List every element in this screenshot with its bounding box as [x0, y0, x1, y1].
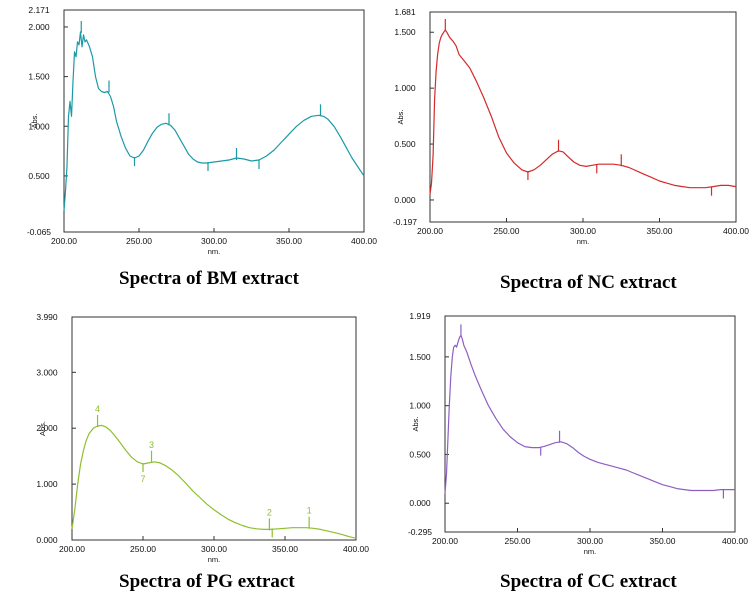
y-tick-label: 2.000 — [28, 22, 50, 32]
y-tick-label: -0.295 — [408, 527, 432, 537]
x-tick-label: 300.00 — [201, 544, 227, 554]
x-tick-label: 400.00 — [351, 236, 377, 246]
y-tick-label: 1.500 — [409, 352, 431, 362]
chart-cc-spectra: -0.295 0.000 0.500 1.000 1.500 1.919 200.00 250… — [408, 311, 748, 556]
peak-label: 1 — [307, 506, 312, 516]
caption-cc: Spectra of CC extract — [500, 571, 677, 592]
x-tick-label: 250.00 — [505, 536, 531, 546]
y-tick-label: 2.000 — [36, 423, 58, 433]
peak-label: 2 — [267, 507, 272, 517]
chart-bm-spectra: -0.065 0.500 1.000 1.500 2.000 2.171 200.00 250… — [27, 5, 377, 256]
y-tick-label: 1.000 — [409, 401, 431, 411]
x-tick-label: 300.00 — [201, 236, 227, 246]
x-tick-label: 200.00 — [51, 236, 77, 246]
y-axis-label: Abs. — [30, 113, 39, 128]
y-tick-label: -0.065 — [27, 227, 51, 237]
chart-pg-spectra: 0.000 1.000 2.000 3.000 3.990 200.00 250.00 300… — [36, 312, 369, 564]
y-tick-label: 1.000 — [28, 121, 50, 131]
x-tick-label: 250.00 — [494, 226, 520, 236]
x-tick-label: 200.00 — [417, 226, 443, 236]
y-tick-label: 3.990 — [36, 312, 58, 322]
spectrum-line — [444, 334, 735, 494]
x-tick-label: 250.00 — [130, 544, 156, 554]
x-axis-label: nm. — [584, 547, 597, 556]
y-tick-label: 1.500 — [28, 72, 50, 82]
spectrum-line — [71, 424, 357, 539]
y-tick-label: 0.000 — [409, 498, 431, 508]
y-tick-label: 1.681 — [394, 7, 416, 17]
x-axis-label: nm. — [208, 247, 221, 256]
y-tick-label: 1.919 — [409, 311, 431, 321]
x-tick-label: 300.00 — [570, 226, 596, 236]
plot-frame — [429, 11, 737, 223]
x-tick-label: 350.00 — [647, 226, 673, 236]
spectrum-line — [429, 29, 737, 195]
plot-frame — [63, 9, 365, 233]
x-axis-label: nm. — [577, 237, 590, 246]
caption-bm: Spectra of BM extract — [119, 268, 299, 289]
plot-frame — [71, 316, 357, 541]
peak-label: 4 — [95, 404, 100, 414]
y-tick-label: 1.000 — [36, 479, 58, 489]
x-tick-label: 350.00 — [650, 536, 676, 546]
caption-pg: Spectra of PG extract — [119, 571, 295, 592]
y-axis-label: Abs. — [411, 416, 420, 431]
x-tick-label: 350.00 — [276, 236, 302, 246]
y-tick-label: 0.500 — [394, 139, 416, 149]
x-tick-label: 400.00 — [343, 544, 369, 554]
x-tick-label: 200.00 — [432, 536, 458, 546]
y-tick-label: 2.171 — [28, 5, 50, 15]
y-tick-label: 0.500 — [28, 171, 50, 181]
y-axis-label: Abs. — [396, 109, 405, 124]
spectrum-line — [63, 31, 365, 211]
y-axis-label: Abs. — [38, 421, 47, 436]
x-tick-label: 400.00 — [723, 226, 749, 236]
x-tick-label: 350.00 — [272, 544, 298, 554]
y-tick-label: 0.000 — [394, 195, 416, 205]
valley-label: 7 — [140, 474, 145, 484]
x-axis-label: nm. — [208, 555, 221, 564]
caption-nc: Spectra of NC extract — [500, 272, 677, 293]
y-tick-label: 1.500 — [394, 27, 416, 37]
x-tick-label: 200.00 — [59, 544, 85, 554]
y-tick-label: 1.000 — [394, 83, 416, 93]
y-tick-label: 0.000 — [36, 535, 58, 545]
chart-nc-spectra: -0.197 0.000 0.500 1.000 1.500 1.681 200.00 250… — [393, 7, 749, 246]
x-tick-label: 250.00 — [126, 236, 152, 246]
y-tick-label: 0.500 — [409, 449, 431, 459]
x-tick-label: 400.00 — [722, 536, 748, 546]
y-tick-label: 3.000 — [36, 367, 58, 377]
x-tick-label: 300.00 — [577, 536, 603, 546]
y-tick-label: -0.197 — [393, 217, 417, 227]
plot-frame — [444, 315, 736, 533]
peak-label: 3 — [149, 440, 154, 450]
